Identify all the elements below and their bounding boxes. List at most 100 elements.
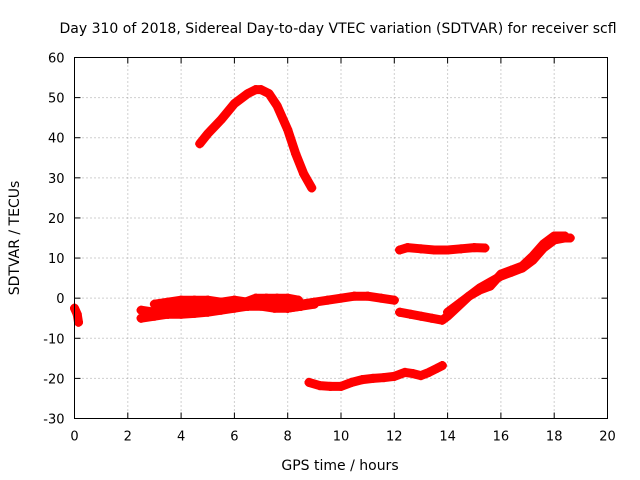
data-point-marker bbox=[403, 243, 413, 253]
data-point-marker bbox=[208, 305, 218, 315]
data-point-marker bbox=[443, 245, 453, 255]
data-point-marker bbox=[485, 281, 495, 291]
data-point-marker bbox=[283, 303, 293, 313]
data-point-marker bbox=[256, 85, 266, 95]
x-tick-label: 4 bbox=[177, 430, 185, 445]
data-point-marker bbox=[443, 307, 453, 317]
data-point-marker bbox=[453, 299, 463, 309]
data-point-marker bbox=[424, 367, 434, 377]
x-tick-label: 8 bbox=[284, 430, 292, 445]
data-point-marker bbox=[400, 367, 410, 377]
data-point-marker bbox=[149, 299, 159, 309]
data-point-marker bbox=[323, 295, 333, 305]
x-tick-label: 16 bbox=[493, 430, 510, 445]
data-point-marker bbox=[203, 295, 213, 305]
data-point-marker bbox=[269, 303, 279, 313]
data-point-marker bbox=[283, 125, 293, 135]
data-point-marker bbox=[560, 231, 570, 241]
data-point-marker bbox=[291, 149, 301, 159]
data-point-marker bbox=[549, 231, 559, 241]
data-point-marker bbox=[136, 305, 146, 315]
data-point-marker bbox=[163, 297, 173, 307]
data-point-marker bbox=[251, 293, 261, 303]
data-point-marker bbox=[376, 293, 386, 303]
data-point-marker bbox=[368, 373, 378, 383]
y-tick-label: 20 bbox=[48, 212, 65, 227]
data-point-marker bbox=[427, 313, 437, 323]
series-track-h bbox=[395, 243, 490, 255]
data-point-marker bbox=[429, 245, 439, 255]
data-point-marker bbox=[496, 269, 506, 279]
x-tick-label: 0 bbox=[70, 430, 78, 445]
data-point-marker bbox=[203, 129, 213, 139]
data-point-marker bbox=[272, 101, 282, 111]
y-axis-label: SDTVAR / TECUs bbox=[7, 181, 23, 296]
data-point-marker bbox=[309, 299, 319, 309]
data-point-marker bbox=[336, 381, 346, 391]
series-track-b bbox=[195, 85, 317, 193]
data-point-marker bbox=[405, 309, 415, 319]
x-tick-label: 2 bbox=[124, 430, 132, 445]
data-point-marker bbox=[315, 381, 325, 391]
data-point-marker bbox=[475, 285, 485, 295]
data-point-marker bbox=[299, 169, 309, 179]
data-point-marker bbox=[349, 291, 359, 301]
data-point-marker bbox=[256, 301, 266, 311]
y-tick-label: 30 bbox=[48, 172, 65, 187]
data-point-marker bbox=[437, 315, 447, 325]
x-tick-label: 14 bbox=[439, 430, 456, 445]
data-point-marker bbox=[144, 311, 154, 321]
data-point-marker bbox=[389, 371, 399, 381]
data-point-marker bbox=[304, 377, 314, 387]
data-point-marker bbox=[136, 313, 146, 323]
data-point-marker bbox=[243, 89, 253, 99]
data-point-marker bbox=[325, 381, 335, 391]
data-point-marker bbox=[469, 243, 479, 253]
grid-lines bbox=[74, 57, 608, 419]
data-point-marker bbox=[408, 369, 418, 379]
data-series bbox=[70, 85, 575, 391]
data-point-marker bbox=[229, 299, 239, 309]
data-point-marker bbox=[261, 293, 271, 303]
data-point-marker bbox=[307, 183, 317, 193]
x-tick-label: 20 bbox=[599, 430, 616, 445]
data-point-marker bbox=[416, 371, 426, 381]
data-point-marker bbox=[395, 245, 405, 255]
data-point-marker bbox=[264, 89, 274, 99]
data-point-marker bbox=[216, 297, 226, 307]
data-point-marker bbox=[480, 243, 490, 253]
data-point-marker bbox=[216, 115, 226, 125]
series-trace bbox=[443, 231, 570, 317]
y-tick-label: -30 bbox=[43, 413, 64, 428]
data-point-marker bbox=[456, 244, 466, 254]
data-point-marker bbox=[176, 295, 186, 305]
data-point-marker bbox=[187, 303, 197, 313]
x-axis-label: GPS time / hours bbox=[281, 458, 398, 474]
data-point-marker bbox=[464, 291, 474, 301]
data-point-marker bbox=[395, 307, 405, 317]
y-tick-labels: -30 -20 -10 0 10 20 30 40 50 60 bbox=[43, 52, 64, 428]
x-tick-label: 10 bbox=[333, 430, 350, 445]
data-point-marker bbox=[272, 293, 282, 303]
data-point-marker bbox=[528, 251, 538, 261]
data-point-marker bbox=[195, 139, 205, 149]
data-point-marker bbox=[73, 317, 83, 327]
x-tick-label: 12 bbox=[386, 430, 403, 445]
data-point-marker bbox=[283, 293, 293, 303]
data-point-marker bbox=[229, 99, 239, 109]
data-point-marker bbox=[347, 377, 357, 387]
series-track-g bbox=[304, 361, 447, 391]
series-track-a bbox=[70, 303, 83, 327]
y-tick-label: 60 bbox=[48, 52, 65, 67]
data-point-marker bbox=[389, 295, 399, 305]
data-point-marker bbox=[507, 265, 517, 275]
data-point-marker bbox=[416, 244, 426, 254]
series-trace bbox=[195, 85, 317, 193]
x-tick-labels: 0 2 4 6 8 10 12 14 16 18 20 bbox=[70, 430, 615, 445]
y-tick-label: 50 bbox=[48, 92, 65, 107]
tick-marks bbox=[74, 57, 608, 419]
y-tick-label: -20 bbox=[43, 372, 64, 387]
data-point-marker bbox=[517, 261, 527, 271]
data-point-marker bbox=[357, 375, 367, 385]
data-point-marker bbox=[437, 361, 447, 371]
